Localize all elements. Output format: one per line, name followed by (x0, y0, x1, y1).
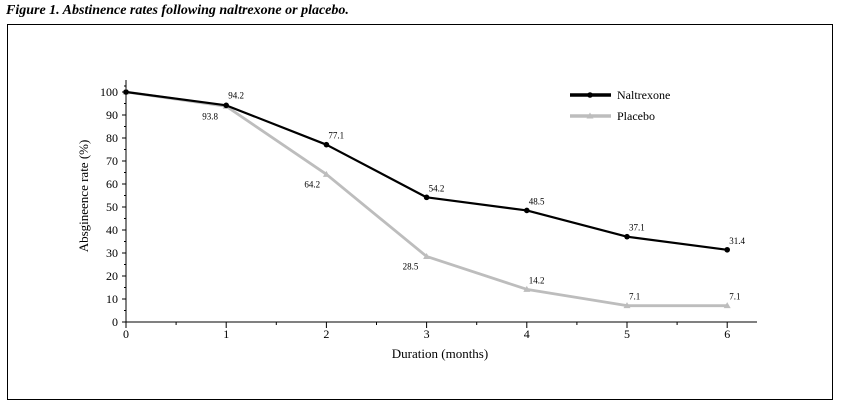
data-point-naltrexone (323, 141, 330, 148)
y-tick-label: 60 (106, 177, 118, 191)
data-label-placebo: 7.1 (729, 292, 740, 302)
x-tick-label: 3 (424, 327, 430, 341)
x-tick-label: 2 (323, 327, 329, 341)
data-label-placebo: 7.1 (629, 292, 640, 302)
y-tick-label: 20 (106, 269, 118, 283)
data-label-naltrexone: 94.2 (228, 90, 244, 100)
axes: 0 10 20 30 40 50 60 70 80 90 100 0 1 2 3 4 5 6 (100, 80, 757, 341)
legend: Naltrexone Placebo (570, 88, 670, 123)
data-label-naltrexone: 54.2 (429, 183, 445, 193)
y-tick-label: 50 (106, 200, 118, 214)
data-point-placebo (322, 170, 330, 177)
y-tick-label: 40 (106, 223, 118, 237)
data-label-naltrexone: 37.1 (629, 223, 645, 233)
y-tick-label: 90 (106, 108, 118, 122)
data-label-placebo: 14.2 (529, 275, 545, 285)
data-label-placebo: 28.5 (403, 261, 419, 271)
data-label-naltrexone: 77.1 (328, 131, 344, 141)
data-point-placebo (623, 302, 631, 309)
data-label-naltrexone: 31.4 (729, 236, 745, 246)
x-tick-label: 1 (223, 327, 229, 341)
legend-marker (586, 112, 594, 119)
x-axis-title: Duration (months) (392, 346, 488, 361)
data-label-naltrexone: 48.5 (529, 196, 545, 206)
figure-caption: Figure 1. Abstinence rates following nal… (6, 3, 349, 18)
y-tick-label: 70 (106, 154, 118, 168)
data-point-naltrexone (123, 89, 129, 95)
y-tick-label: 10 (106, 292, 118, 306)
data-point-naltrexone (223, 102, 229, 109)
data-point-naltrexone (724, 246, 730, 253)
legend-marker (587, 92, 593, 98)
y-tick-label: 80 (106, 131, 118, 145)
x-tick-label: 4 (524, 327, 530, 341)
x-tick-label: 0 (123, 327, 129, 341)
data-point-placebo (523, 285, 531, 292)
x-tick-label: 5 (624, 327, 630, 341)
data-point-naltrexone (524, 207, 530, 214)
y-axis-title: Absgineence rate (%) (76, 140, 91, 253)
data-label-placebo: 64.2 (304, 179, 320, 189)
legend-label: Naltrexone (617, 88, 670, 102)
series-lines (122, 88, 731, 309)
data-labels: 94.2 77.1 54.2 48.5 37.1 31.4 93.8 64.2 28.5 14.2… (202, 90, 745, 301)
y-tick-label: 100 (100, 85, 118, 99)
data-point-placebo (423, 252, 431, 259)
y-tick-label: 0 (112, 315, 118, 329)
figure-frame (7, 24, 833, 400)
data-label-placebo: 93.8 (202, 111, 218, 121)
legend-item-naltrexone: Naltrexone (570, 88, 670, 102)
y-tick-label: 30 (106, 246, 118, 260)
data-point-naltrexone (624, 233, 630, 240)
legend-item-placebo: Placebo (570, 109, 655, 123)
legend-label: Placebo (617, 109, 655, 123)
data-point-naltrexone (423, 194, 430, 201)
data-point-placebo (723, 302, 731, 309)
x-tick-label: 6 (724, 327, 730, 341)
